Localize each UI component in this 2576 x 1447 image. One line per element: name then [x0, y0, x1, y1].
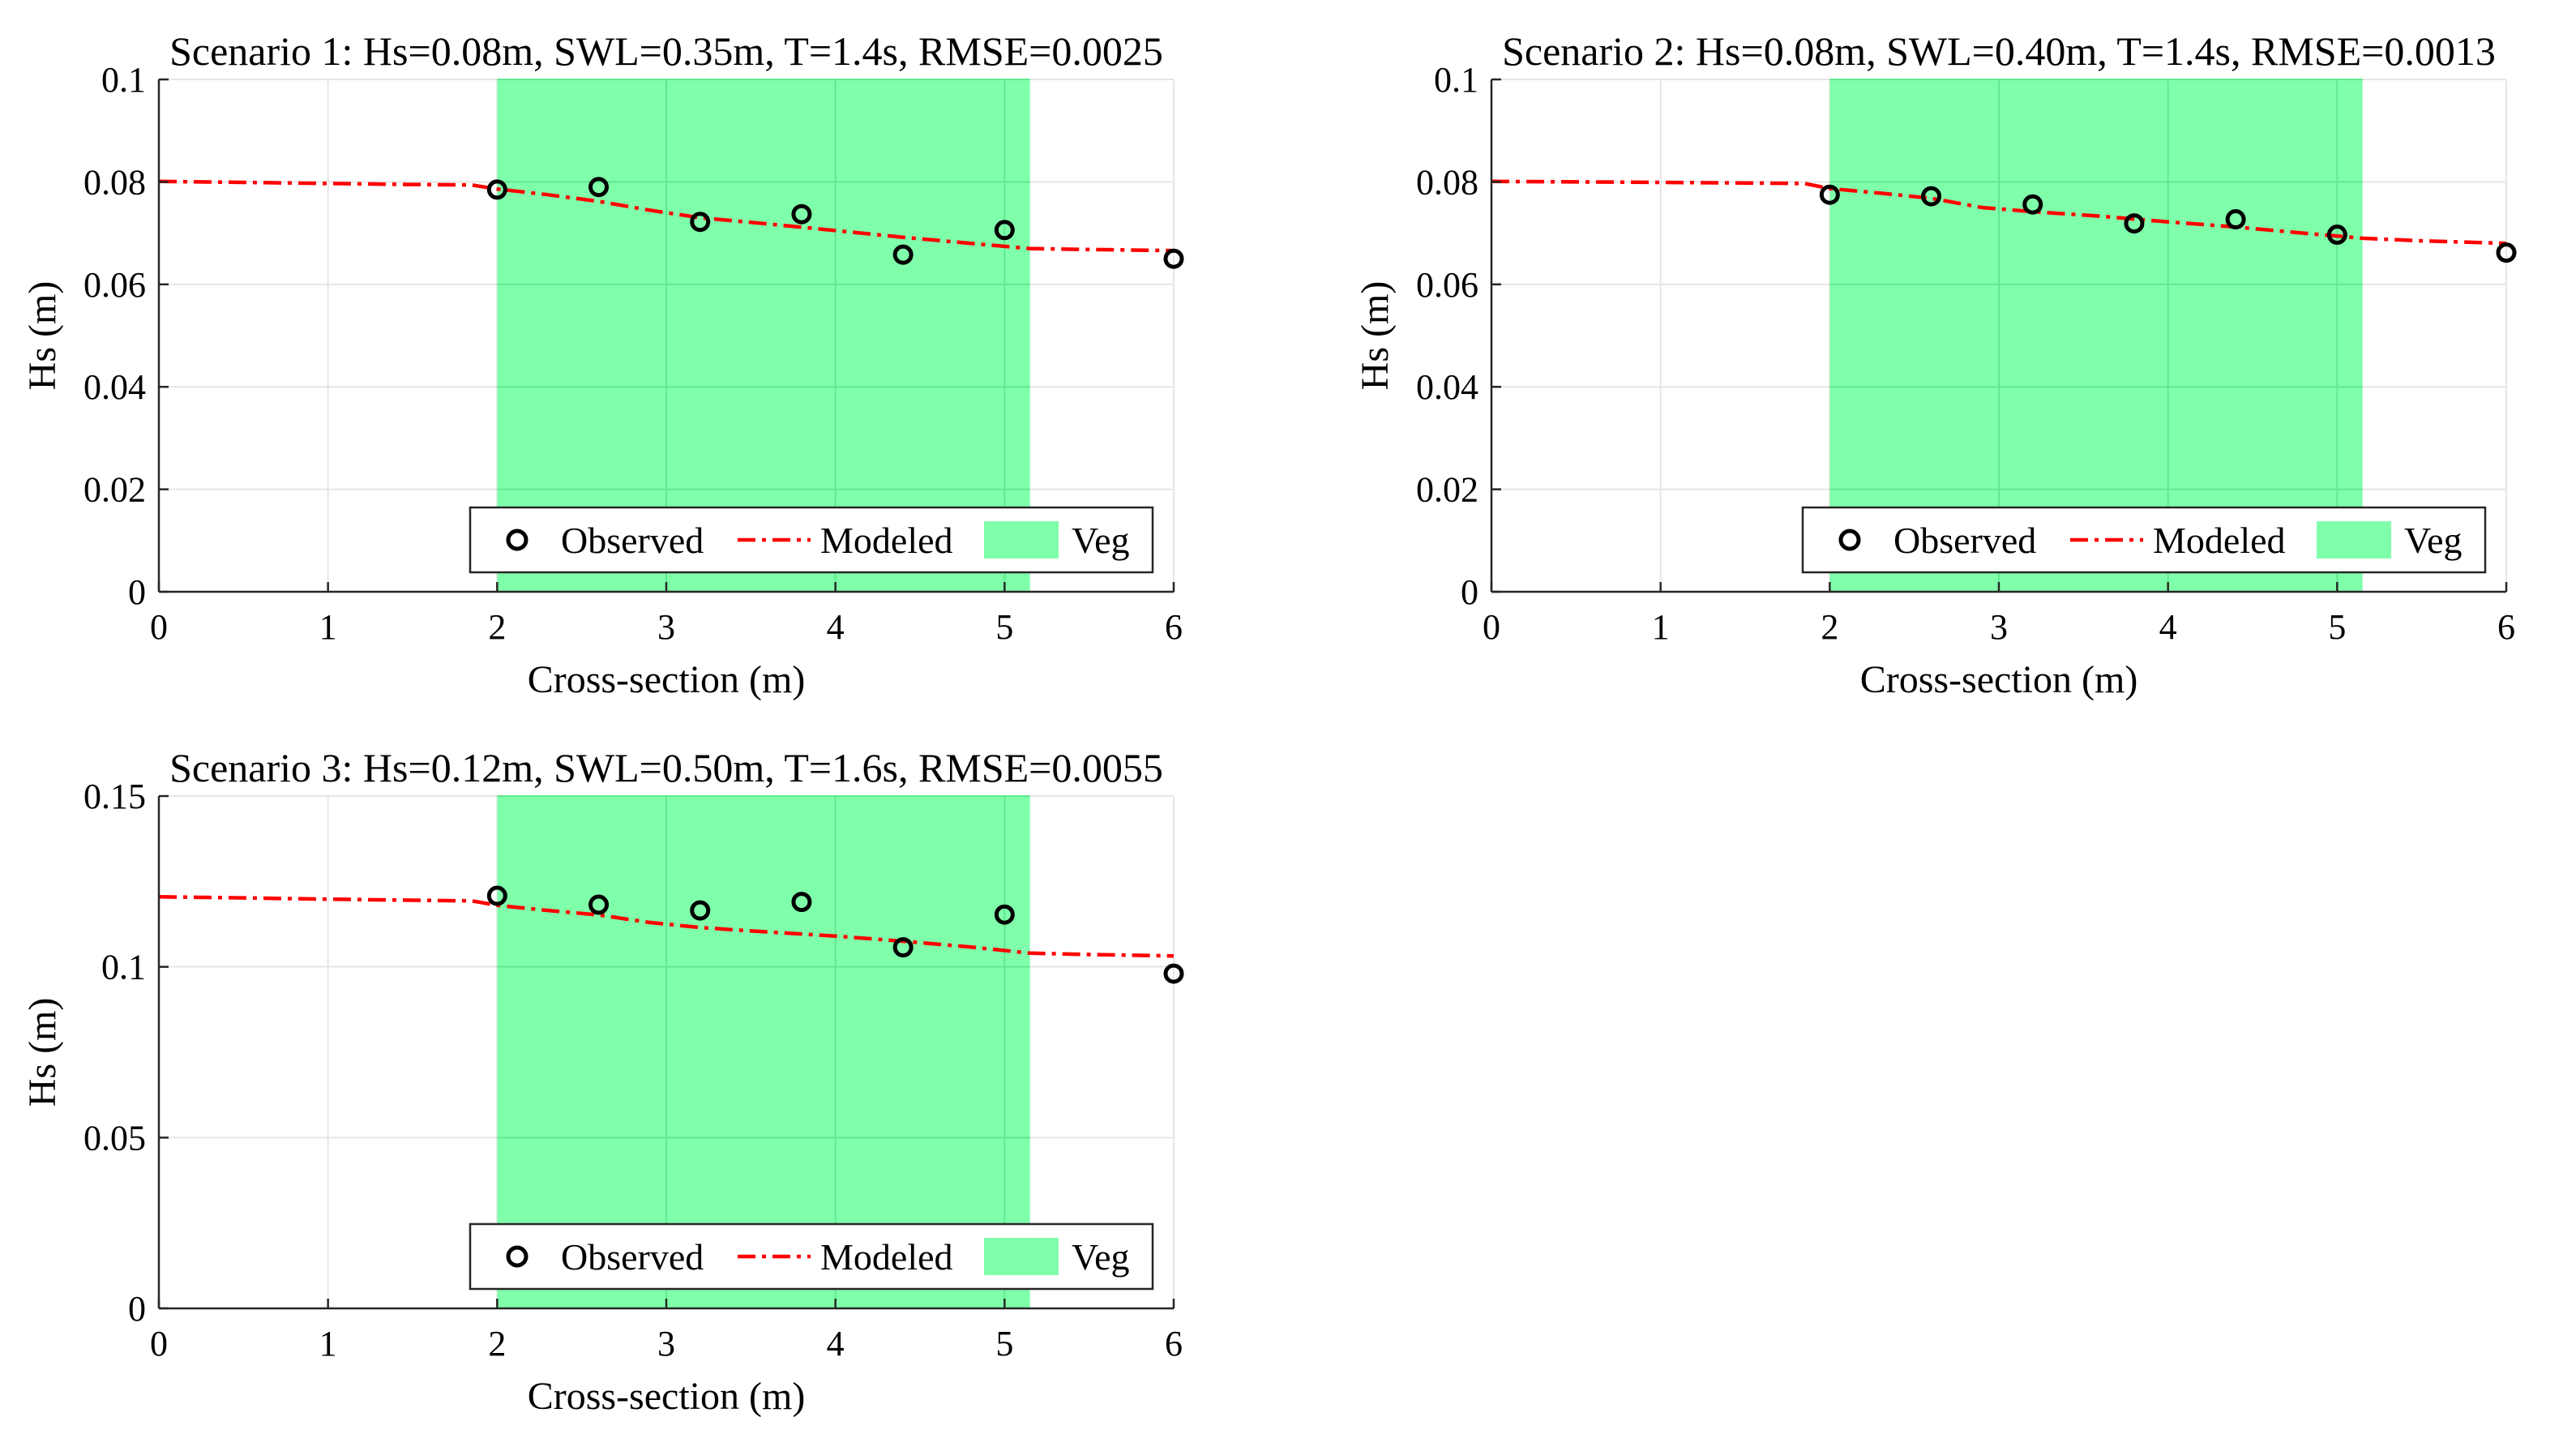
x-tick-label: 3: [657, 607, 675, 647]
legend-modeled-label: Modeled: [820, 1236, 953, 1278]
x-tick-label: 4: [827, 1324, 845, 1364]
subplot-1: 0 1 2 3 4 5 6 0 0.02 0.04 0.06 0.08 0.1 Scenario 1: H…: [21, 28, 1184, 701]
x-tick-label: 2: [1821, 607, 1838, 647]
x-tick-label: 3: [1990, 607, 2008, 647]
x-tick-label: 5: [2328, 607, 2346, 647]
x-tick-label: 4: [2159, 607, 2177, 647]
y-tick-label: 0.15: [83, 777, 146, 816]
observed-point: [1921, 186, 1942, 207]
observed-point: [588, 894, 610, 915]
veg-region: [497, 796, 1030, 1308]
observed-point: [994, 904, 1015, 925]
legend-modeled-label: Modeled: [2153, 520, 2286, 561]
chart-title: Scenario 1: Hs=0.08m, SWL=0.35m, T=1.4s,…: [169, 28, 1163, 74]
legend: Observed Modeled Veg: [1801, 506, 2487, 574]
modeled-line: [1491, 179, 2507, 246]
observed-point: [2022, 194, 2043, 215]
modeled-line: [158, 895, 1175, 958]
y-tick-label: 0.04: [1416, 367, 1478, 407]
y-axis-label: Hs (m): [1354, 281, 1397, 391]
chart-title: Scenario 2: Hs=0.08m, SWL=0.40m, T=1.4s,…: [1502, 28, 2496, 74]
legend-observed-label: Observed: [1893, 520, 2036, 561]
observed-point: [791, 203, 812, 225]
y-tick-label: 0: [1461, 572, 1478, 612]
observed-point: [1163, 963, 1184, 984]
legend-veg-swatch: [984, 521, 1059, 559]
subplot-3: 0 1 2 3 4 5 6 0 0.05 0.1 0.15 Scenario 3: Hs=0.12m,…: [21, 745, 1184, 1418]
legend-veg-label: Veg: [1072, 520, 1130, 561]
legend-observed-label: Observed: [561, 520, 704, 561]
x-axis-label: Cross-section (m): [528, 1375, 806, 1418]
y-axis-label: Hs (m): [21, 281, 64, 391]
observed-point: [2326, 224, 2347, 245]
x-tick-label: 0: [150, 1324, 168, 1364]
observed-point: [892, 244, 914, 265]
observed-point: [791, 892, 812, 913]
modeled-line: [158, 179, 1175, 253]
observed-point: [588, 177, 610, 198]
y-tick-label: 0.1: [1434, 60, 1478, 100]
x-tick-label: 1: [319, 607, 337, 647]
observed-point: [1163, 248, 1184, 269]
y-tick-label: 0: [128, 1289, 146, 1329]
veg-region: [497, 79, 1030, 592]
x-tick-label: 2: [488, 1324, 506, 1364]
observed-point: [486, 179, 507, 200]
legend-observed-marker: [506, 529, 528, 551]
y-axis-label: Hs (m): [21, 998, 64, 1107]
legend-veg-label: Veg: [2404, 520, 2463, 561]
legend: Observed Modeled Veg: [469, 506, 1154, 574]
observed-point: [690, 212, 711, 233]
chart-title: Scenario 3: Hs=0.12m, SWL=0.50m, T=1.6s,…: [169, 745, 1163, 790]
x-axis-label: Cross-section (m): [1860, 658, 2138, 701]
x-tick-label: 6: [1165, 607, 1183, 647]
y-tick-label: 0.04: [83, 367, 146, 407]
x-tick-label: 5: [995, 607, 1013, 647]
legend-veg-label: Veg: [1072, 1236, 1130, 1278]
legend-observed-marker: [506, 1245, 528, 1268]
y-tick-label: 0.08: [83, 162, 146, 202]
x-tick-label: 6: [2497, 607, 2515, 647]
x-tick-label: 1: [319, 1324, 337, 1364]
legend-veg-swatch: [984, 1238, 1059, 1275]
veg-region: [1829, 79, 2363, 592]
y-tick-label: 0.1: [101, 60, 146, 100]
y-tick-label: 0.06: [83, 265, 146, 305]
observed-point: [2496, 242, 2517, 263]
y-tick-label: 0.05: [83, 1118, 146, 1158]
y-tick-label: 0.08: [1416, 162, 1478, 202]
y-tick-label: 0.06: [1416, 265, 1478, 305]
legend: Observed Modeled Veg: [469, 1222, 1154, 1291]
x-tick-label: 0: [150, 607, 168, 647]
subplot-2: 0 1 2 3 4 5 6 0 0.02 0.04 0.06 0.08 0.1 Scenario 2: H…: [1354, 28, 2517, 701]
y-tick-label: 0.1: [101, 948, 146, 987]
y-tick-label: 0: [128, 572, 146, 612]
x-tick-label: 4: [827, 607, 845, 647]
legend-modeled-label: Modeled: [820, 520, 953, 561]
y-tick-label: 0.02: [1416, 470, 1478, 510]
observed-point: [994, 220, 1015, 241]
x-tick-label: 2: [488, 607, 506, 647]
y-tick-label: 0.02: [83, 470, 146, 510]
observed-point: [2225, 209, 2246, 230]
observed-point: [2124, 213, 2145, 234]
observed-point: [486, 885, 507, 906]
x-tick-label: 6: [1165, 1324, 1183, 1364]
x-tick-label: 5: [995, 1324, 1013, 1364]
x-tick-label: 3: [657, 1324, 675, 1364]
observed-point: [690, 900, 711, 921]
observed-point: [892, 937, 914, 958]
legend-veg-swatch: [2317, 521, 2391, 559]
observed-point: [1819, 184, 1840, 205]
x-axis-label: Cross-section (m): [528, 658, 806, 701]
x-tick-label: 0: [1483, 607, 1500, 647]
legend-observed-marker: [1838, 529, 1861, 551]
legend-observed-label: Observed: [561, 1236, 704, 1278]
x-tick-label: 1: [1652, 607, 1670, 647]
